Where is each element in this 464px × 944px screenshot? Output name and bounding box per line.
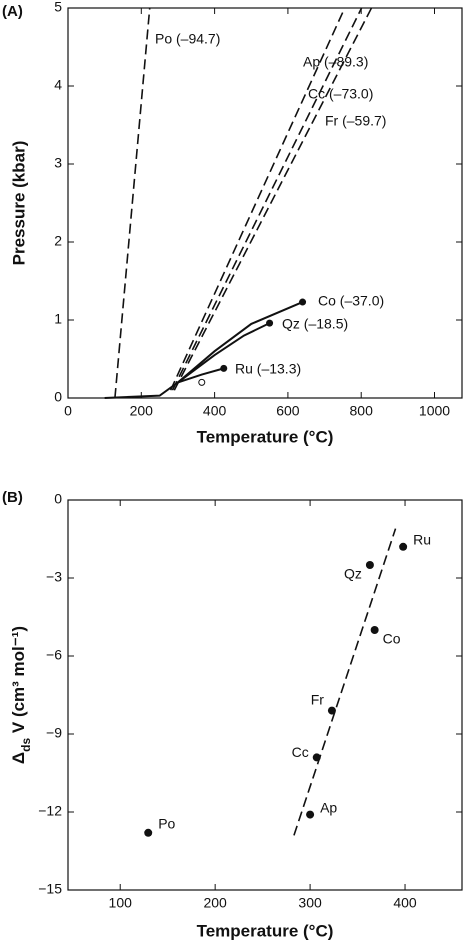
x-tick-label: 300 [298, 895, 322, 911]
point [144, 828, 153, 837]
x-tick-label: 400 [393, 895, 417, 911]
y-axis-label: Pressure (kbar) [9, 141, 28, 266]
plot-frame [67, 499, 463, 891]
x-axis-label: Temperature (°C) [197, 921, 334, 940]
end-point [266, 319, 274, 327]
plot-frame [67, 7, 463, 399]
point-label: Ap [320, 799, 337, 815]
x-tick-label: 600 [276, 403, 300, 419]
dashed-line [173, 7, 373, 391]
point-label: Co [383, 631, 401, 647]
point-label: Qz [344, 566, 362, 582]
solid-line [104, 301, 303, 399]
x-tick-label: 400 [203, 403, 227, 419]
y-axis-label-part: ds [19, 738, 33, 752]
point-label: Po [158, 816, 175, 832]
line-label: Cc (–73.0) [308, 86, 373, 102]
point [365, 561, 374, 569]
y-axis-label: Δds V (cm³ mol⁻¹) [9, 626, 33, 764]
solid-line [177, 322, 271, 384]
dashed-line [169, 7, 346, 391]
x-tick-label: 100 [109, 895, 133, 911]
line-label: Qz (–18.5) [282, 316, 348, 332]
y-tick-label: 3 [54, 155, 62, 171]
line-label: Co (–37.0) [318, 293, 384, 309]
end-point [220, 364, 228, 372]
y-tick-label: 0 [54, 491, 62, 507]
y-tick-label: 0 [54, 389, 62, 405]
y-tick-label: 1 [54, 311, 62, 327]
y-tick-label: −9 [46, 725, 62, 741]
dashed-line [171, 7, 363, 391]
end-point [299, 298, 307, 306]
point-label: Ru [413, 532, 431, 548]
y-axis-label-part: Δ [9, 752, 28, 764]
point [399, 542, 408, 551]
point [306, 810, 315, 819]
x-tick-label: 200 [203, 895, 227, 911]
line-label: Po (–94.7) [155, 31, 220, 47]
fit-line [293, 528, 397, 836]
solid-line [177, 367, 225, 384]
dashed-line [114, 7, 151, 399]
point-label: Fr [311, 691, 325, 707]
panel-label: (B) [2, 489, 23, 506]
line-label: Fr (–59.7) [325, 113, 386, 129]
point-label: Cc [292, 744, 309, 760]
x-tick-label: 200 [130, 403, 154, 419]
y-tick-label: 2 [54, 233, 62, 249]
y-tick-label: 4 [54, 77, 62, 93]
point [312, 753, 321, 762]
x-axis-label: Temperature (°C) [197, 427, 334, 446]
x-tick-label: 800 [350, 403, 374, 419]
y-tick-label: 5 [54, 0, 62, 15]
point [327, 706, 336, 715]
open-point [198, 378, 206, 386]
x-tick-label: 1000 [419, 403, 450, 419]
panel-label: (A) [2, 3, 23, 20]
y-axis-label-part: V (cm³ mol⁻¹) [9, 626, 28, 738]
point [370, 626, 379, 634]
y-tick-label: −3 [46, 569, 62, 585]
line-label: Ru (–13.3) [235, 361, 301, 377]
y-tick-label: −6 [46, 647, 62, 663]
y-tick-label: −15 [38, 881, 62, 897]
x-tick-label: 0 [64, 403, 72, 419]
y-tick-label: −12 [38, 803, 62, 819]
